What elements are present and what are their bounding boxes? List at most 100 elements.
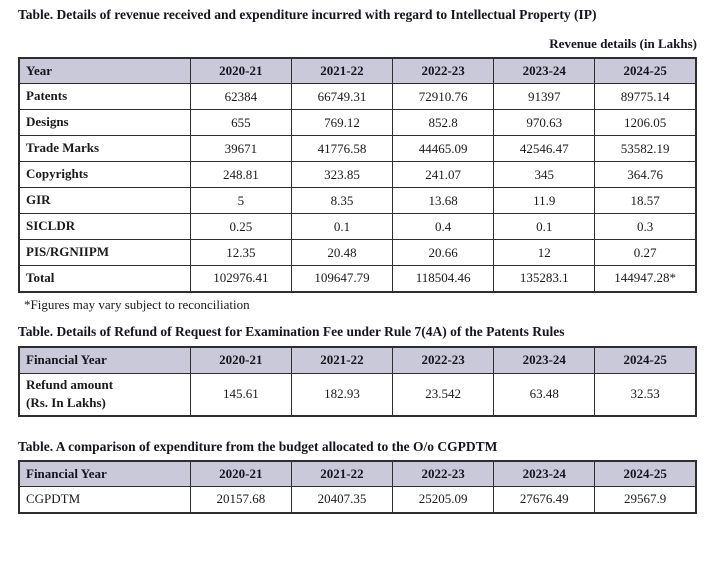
table1-value-cell: 12.35 (189, 239, 292, 267)
revenue-table-title: Table. Details of revenue received and e… (18, 7, 597, 22)
refund-table: Financial Year 2020-21 2021-22 2022-23 2023-… (18, 346, 697, 418)
table1-value-cell: 109647.79 (290, 265, 394, 293)
table1-row-label: GIR (18, 187, 191, 215)
table1-row: Total 102976.41 109647.79 118504.46 135283.1… (18, 265, 697, 293)
table2-header-cell: 2020-21 (189, 346, 292, 374)
revenue-units-note: Revenue details (in Lakhs) (549, 35, 697, 51)
table1-header-cell: Year (18, 57, 191, 85)
table1-row: Trade Marks 39671 41776.58 44465.09 42546.47… (18, 135, 697, 163)
table1-value-cell: 970.63 (493, 109, 596, 137)
table1-value-cell: 135283.1 (493, 265, 596, 293)
table1-value-cell: 20.66 (392, 239, 495, 267)
table1-row-label: PIS/RGNIIPM (18, 239, 191, 267)
table1-value-cell: 345 (493, 161, 596, 189)
table1-value-cell: 0.27 (594, 239, 697, 267)
table1-value-cell: 0.3 (594, 213, 697, 241)
table1-value-cell: 852.8 (392, 109, 495, 137)
table1-value-cell: 72910.76 (392, 83, 495, 111)
table3-header-cell: 2020-21 (189, 460, 292, 488)
table1-row-label: Copyrights (18, 161, 191, 189)
table2-header-row: Financial Year 2020-21 2021-22 2022-23 2023-… (18, 346, 697, 374)
table1-value-cell: 13.68 (392, 187, 495, 215)
table3-header-cell: Financial Year (18, 460, 191, 488)
table1-value-cell: 118504.46 (392, 265, 495, 293)
table1-value-cell: 41776.58 (290, 135, 394, 163)
table2-row-label: Refund amount (Rs. In Lakhs) (18, 372, 191, 417)
table3-header-cell: 2023-24 (493, 460, 596, 488)
table1-row: PIS/RGNIIPM 12.35 20.48 20.66 12 0.27 (18, 239, 697, 267)
table1-value-cell: 0.1 (493, 213, 596, 241)
table2-value-cell: 182.93 (290, 372, 394, 417)
table1-row-label: Total (18, 265, 191, 293)
table1-value-cell: 144947.28* (594, 265, 697, 293)
revenue-table-header: Year 2020-21 2021-22 2022-23 2023-24 2024-25 (18, 57, 697, 85)
table1-value-cell: 11.9 (493, 187, 596, 215)
table3-header-cell: 2021-22 (290, 460, 394, 488)
table1-value-cell: 323.85 (290, 161, 394, 189)
table1-value-cell: 39671 (189, 135, 292, 163)
table1-header-cell: 2024-25 (594, 57, 697, 85)
table1-value-cell: 62384 (189, 83, 292, 111)
table2-row: Refund amount (Rs. In Lakhs) 145.61 182.93… (18, 372, 697, 417)
refund-table-header: Financial Year 2020-21 2021-22 2022-23 2023-… (18, 346, 697, 374)
table2-value-cell: 63.48 (493, 372, 596, 417)
table1-header-cell: 2022-23 (392, 57, 495, 85)
table1-value-cell: 241.07 (392, 161, 495, 189)
table3-header-cell: 2022-23 (392, 460, 495, 488)
table1-value-cell: 1206.05 (594, 109, 697, 137)
table1-header-cell: 2023-24 (493, 57, 596, 85)
table2-header-cell: 2021-22 (290, 346, 394, 374)
table2-header-cell: 2024-25 (594, 346, 697, 374)
table1-value-cell: 102976.41 (189, 265, 292, 293)
table1-value-cell: 769.12 (290, 109, 394, 137)
refund-table-title: Table. Details of Refund of Request for … (18, 323, 565, 339)
table1-header-row: Year 2020-21 2021-22 2022-23 2023-24 2024-25 (18, 57, 697, 85)
table1-value-cell: 364.76 (594, 161, 697, 189)
budget-table-header: Financial Year 2020-21 2021-22 2022-23 2023-… (18, 460, 697, 488)
table3-row: CGPDTM 20157.68 20407.35 25205.09 27676.49 29… (18, 486, 697, 514)
budget-comparison-table: Financial Year 2020-21 2021-22 2022-23 2023-… (18, 459, 697, 514)
table1-value-cell: 12 (493, 239, 596, 267)
table1-row: GIR 5 8.35 13.68 11.9 18.57 (18, 187, 697, 215)
table2-value-cell: 145.61 (189, 372, 292, 417)
table3-value-cell: 25205.09 (392, 486, 495, 514)
table3-value-cell: 20157.68 (189, 486, 292, 514)
table1-value-cell: 18.57 (594, 187, 697, 215)
revenue-table-body: Patents 62384 66749.31 72910.76 91397 89775.1… (18, 83, 697, 293)
table1-value-cell: 42546.47 (493, 135, 596, 163)
table1-value-cell: 0.4 (392, 213, 495, 241)
table1-value-cell: 8.35 (290, 187, 394, 215)
table3-value-cell: 20407.35 (290, 486, 394, 514)
table2-header-cell: Financial Year (18, 346, 191, 374)
table1-row-label: Trade Marks (18, 135, 191, 163)
table1-row-label: SICLDR (18, 213, 191, 241)
table1-value-cell: 44465.09 (392, 135, 495, 163)
table1-value-cell: 0.1 (290, 213, 394, 241)
table1-value-cell: 655 (189, 109, 292, 137)
refund-table-body: Refund amount (Rs. In Lakhs) 145.61 182.93… (18, 372, 697, 417)
table1-value-cell: 91397 (493, 83, 596, 111)
table1-value-cell: 53582.19 (594, 135, 697, 163)
table3-header-cell: 2024-25 (594, 460, 697, 488)
table2-header-cell: 2023-24 (493, 346, 596, 374)
table1-value-cell: 5 (189, 187, 292, 215)
document-page: Table. Details of revenue received and e… (18, 7, 697, 514)
reconciliation-footnote: *Figures may vary subject to reconciliat… (24, 296, 250, 312)
table3-value-cell: 29567.9 (594, 486, 697, 514)
table1-value-cell: 248.81 (189, 161, 292, 189)
table1-row-label: Designs (18, 109, 191, 137)
table1-row: Patents 62384 66749.31 72910.76 91397 89775.1… (18, 83, 697, 111)
table1-row: SICLDR 0.25 0.1 0.4 0.1 0.3 (18, 213, 697, 241)
table3-header-row: Financial Year 2020-21 2021-22 2022-23 2023-… (18, 460, 697, 488)
table1-value-cell: 66749.31 (290, 83, 394, 111)
revenue-table: Year 2020-21 2021-22 2022-23 2023-24 2024-25 … (18, 56, 697, 293)
table2-header-cell: 2022-23 (392, 346, 495, 374)
table3-row-label: CGPDTM (18, 486, 191, 514)
budget-table-title: Table. A comparison of expenditure from … (18, 439, 498, 455)
table1-row: Designs 655 769.12 852.8 970.63 1206.05 (18, 109, 697, 137)
budget-table-body: CGPDTM 20157.68 20407.35 25205.09 27676.49 29… (18, 486, 697, 514)
table1-row-label: Patents (18, 83, 191, 111)
table1-value-cell: 89775.14 (594, 83, 697, 111)
table2-value-cell: 32.53 (594, 372, 697, 417)
table3-value-cell: 27676.49 (493, 486, 596, 514)
